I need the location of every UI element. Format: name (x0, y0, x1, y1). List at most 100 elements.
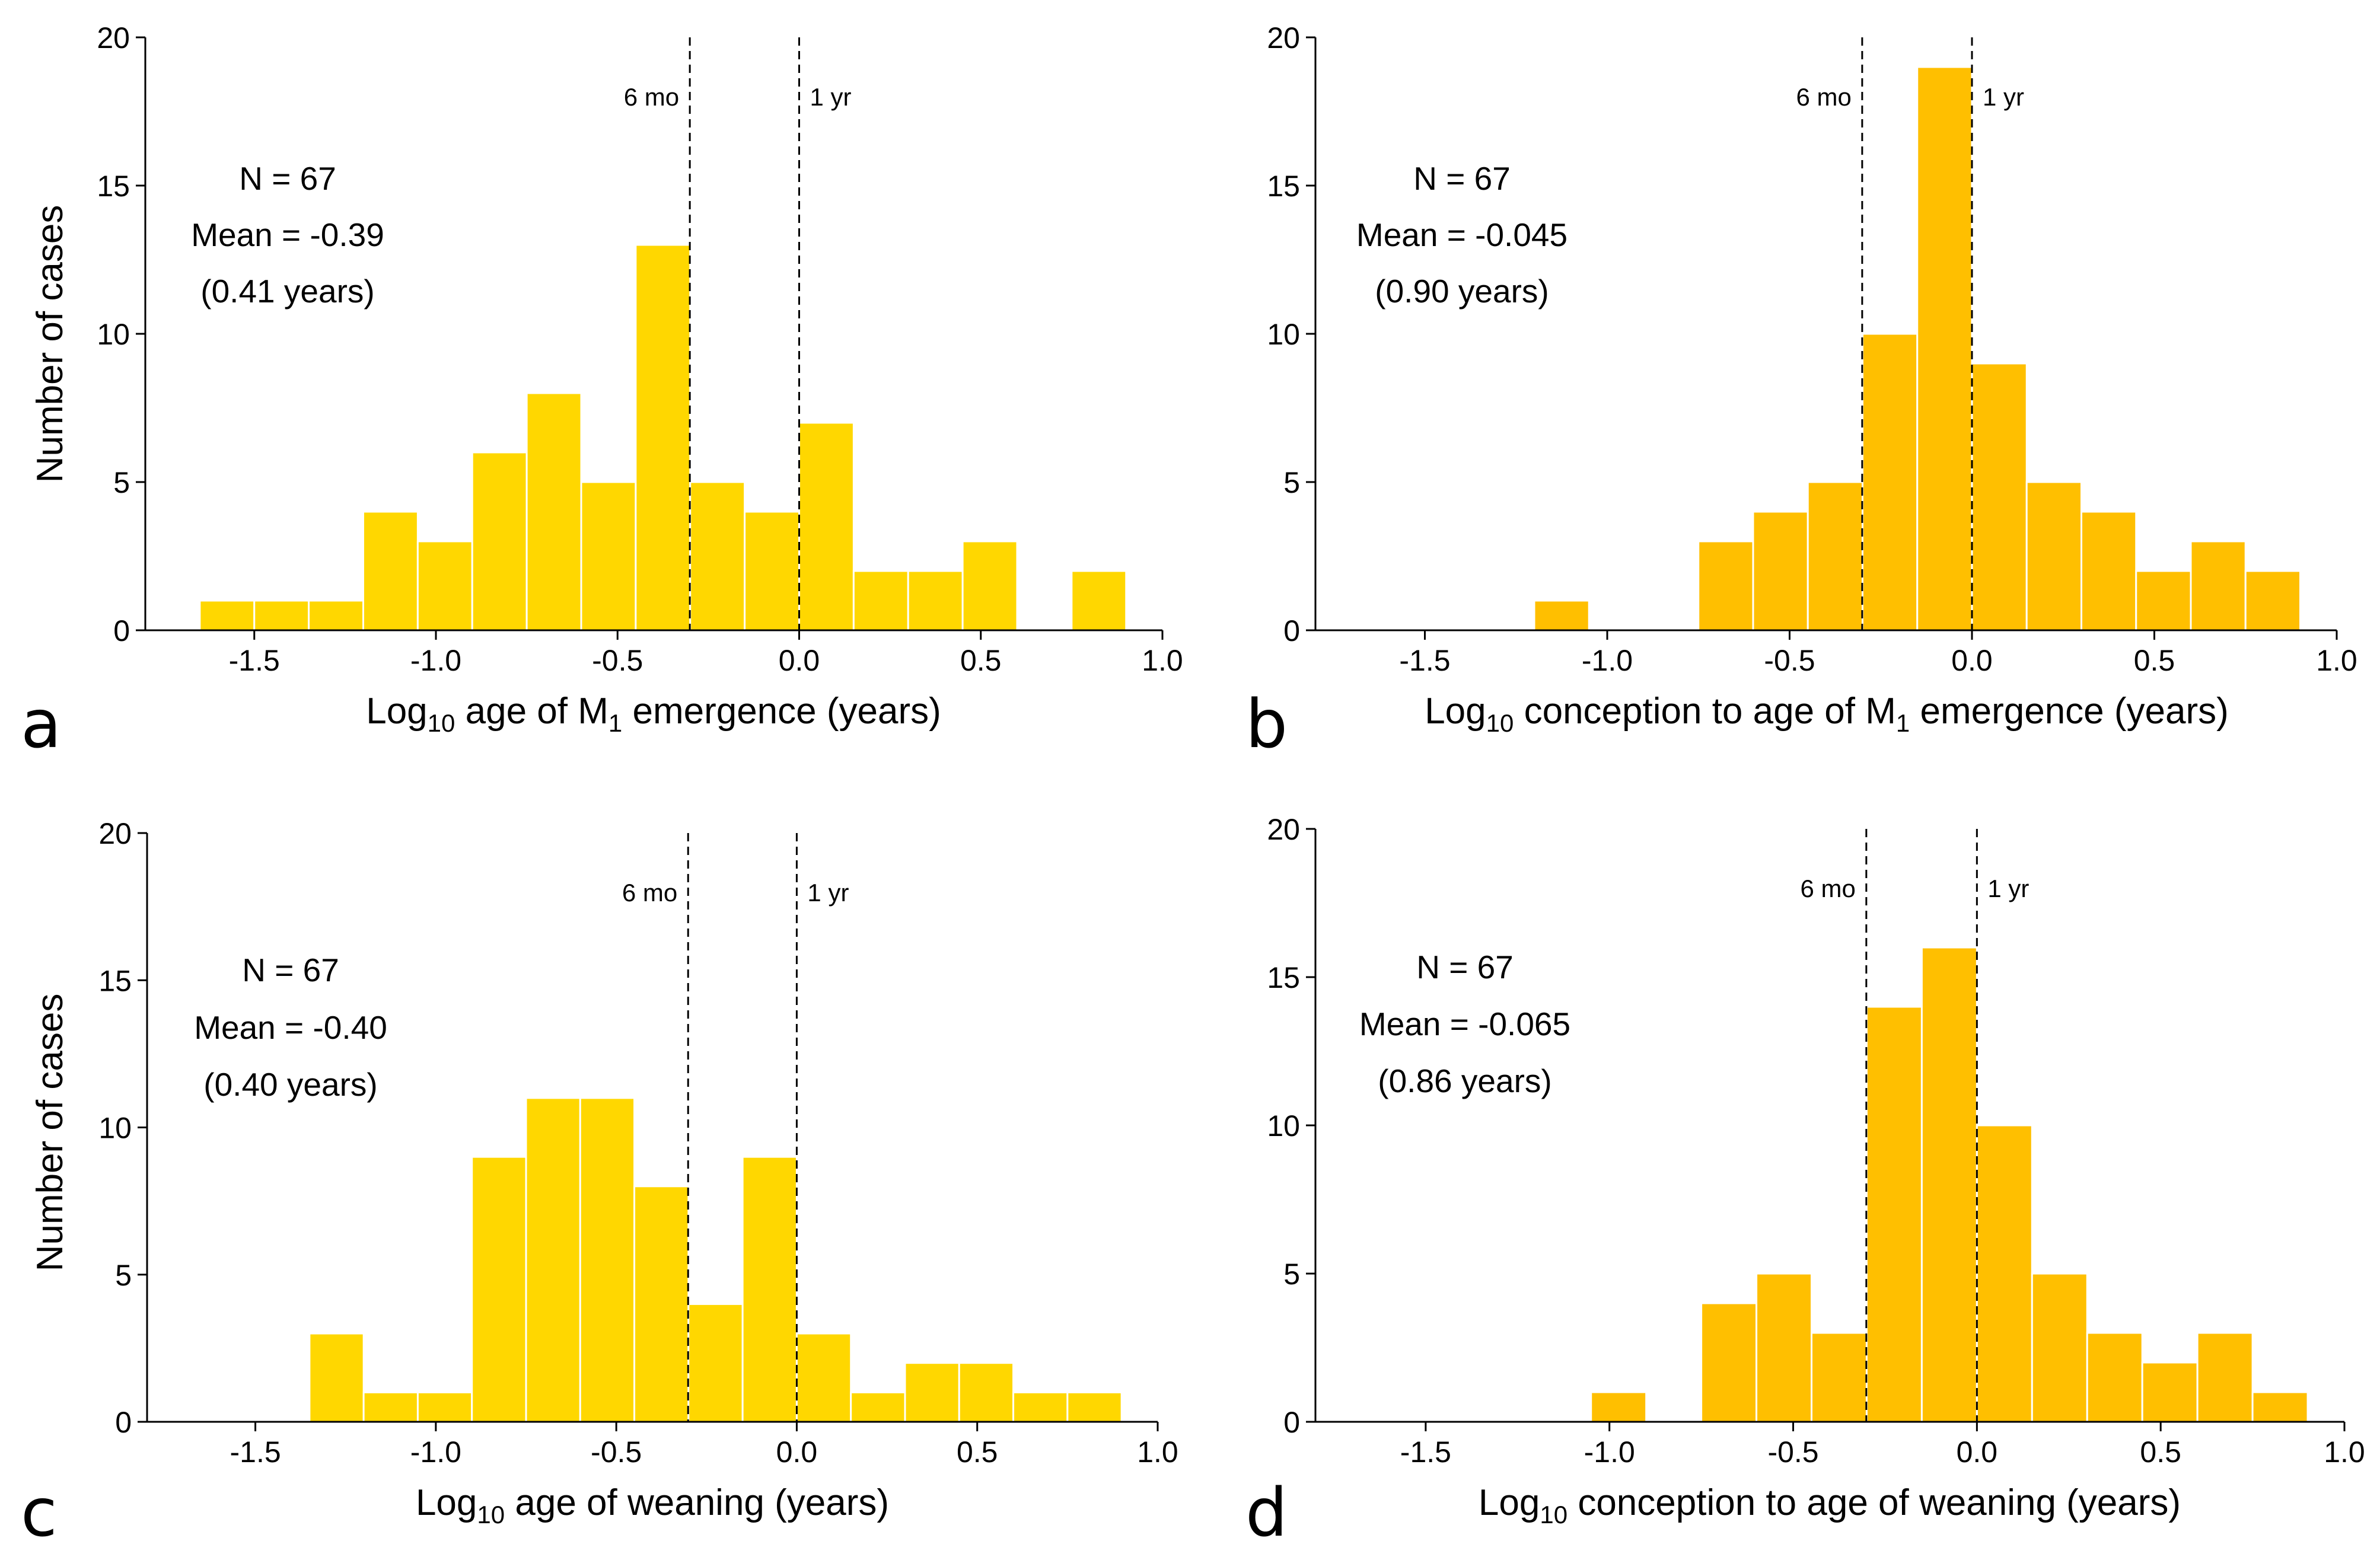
x-axis-title: Log10 conception to age of M1 emergence … (1425, 691, 2229, 737)
stat-annotation: Mean = -0.39 (191, 216, 384, 253)
stat-annotation: Mean = -0.065 (1359, 1006, 1570, 1042)
x-tick-label: -1.5 (229, 644, 280, 677)
histogram-bar (1811, 1332, 1868, 1423)
histogram-bar (904, 1362, 960, 1423)
histogram-bar (1070, 570, 1127, 631)
histogram-bar (2025, 481, 2082, 631)
reference-line-label: 6 mo (622, 879, 677, 907)
y-tick-label: 10 (98, 1112, 132, 1145)
x-tick-label: 1.0 (1142, 644, 1183, 677)
y-tick-label: 15 (1267, 961, 1300, 994)
axis-title-subscript: 10 (1540, 1501, 1567, 1529)
histogram-bar (199, 599, 256, 631)
histogram-bar (2031, 1272, 2088, 1423)
y-tick-label: 10 (97, 318, 130, 351)
histogram-bar (1865, 1006, 1923, 1423)
histogram-bar (1012, 1391, 1069, 1423)
stat-annotation: (0.41 years) (200, 273, 374, 310)
histogram-bar (525, 1097, 581, 1423)
x-tick-label: -1.5 (1400, 1435, 1451, 1469)
y-tick-label: 20 (1267, 21, 1300, 55)
stat-annotation: (0.86 years) (1378, 1063, 1551, 1099)
y-tick-label: 15 (98, 964, 132, 997)
x-tick-label: -1.0 (1582, 644, 1633, 677)
reference-line-label: 1 yr (810, 83, 852, 111)
stat-annotation: (0.90 years) (1375, 273, 1549, 310)
histogram-bar (1862, 333, 1919, 631)
reference-line-label: 1 yr (1987, 875, 2029, 902)
y-tick-label: 10 (1267, 318, 1300, 351)
histogram-bar (1920, 946, 1978, 1423)
y-tick-label: 0 (113, 614, 130, 647)
panel-letter: b (1245, 686, 1288, 763)
x-tick-label: 0.5 (2134, 644, 2175, 677)
histogram-bar (525, 392, 582, 631)
histogram-bar (1971, 362, 2028, 631)
y-tick-label: 0 (1283, 1406, 1300, 1439)
histogram-bar (633, 1185, 690, 1423)
x-tick-label: -1.0 (410, 644, 461, 677)
histogram-bar (635, 244, 692, 631)
axis-title-text: emergence (years) (1910, 691, 2229, 732)
histogram-bar (1976, 1124, 2033, 1423)
x-tick-label: 1.0 (2324, 1435, 2365, 1469)
histogram-bar (1806, 481, 1863, 631)
histogram-bar (471, 451, 528, 631)
reference-line-label: 1 yr (1983, 83, 2024, 111)
histogram-bar (253, 599, 310, 631)
histogram-bar (2141, 1361, 2199, 1423)
panel-letter: c (21, 1475, 58, 1552)
histogram-bar (741, 1156, 798, 1423)
histogram-bar (687, 1303, 744, 1423)
y-tick-label: 5 (1283, 466, 1300, 499)
x-tick-label: 0.0 (1957, 1435, 1998, 1469)
histogram-bar (850, 1391, 906, 1423)
x-tick-label: 0.5 (2140, 1435, 2181, 1469)
x-tick-label: -1.5 (230, 1435, 281, 1469)
histogram-bar (362, 511, 419, 631)
y-tick-label: 20 (1267, 813, 1300, 846)
panel-a: 0 5 10 15 20 -1.5 -1.0 -0.5 0.0 0.5 1.0 6 mo 1 yr N =… (21, 21, 1183, 763)
histogram-bar (852, 570, 909, 631)
axis-title-text: Log (366, 691, 427, 732)
x-axis-title: Log10 conception to age of weaning (year… (1479, 1482, 2181, 1529)
axis-title-text: conception to age of M (1514, 691, 1896, 732)
panel-c: 0 5 10 15 20 -1.5 -1.0 -0.5 0.0 0.5 1.0 6 mo 1 yr N =… (21, 817, 1178, 1552)
histogram-bar (579, 1097, 636, 1423)
x-tick-label: -0.5 (1767, 1435, 1818, 1469)
x-tick-label: -0.5 (1764, 644, 1815, 677)
axis-title-text: Log (1425, 691, 1486, 732)
axis-title-text: conception to age of weaning (years) (1567, 1482, 2181, 1523)
y-tick-label: 15 (1267, 170, 1300, 203)
stat-annotation: N = 67 (1416, 949, 1514, 985)
x-tick-label: 1.0 (1137, 1435, 1178, 1469)
histogram-bar (689, 481, 746, 631)
axis-title-text: age of M (455, 691, 608, 732)
x-tick-label: -0.5 (592, 644, 643, 677)
stat-annotation: Mean = -0.045 (1356, 216, 1567, 253)
histogram-bar (961, 540, 1018, 631)
x-tick-label: 1.0 (2316, 644, 2357, 677)
stat-annotation: Mean = -0.40 (194, 1009, 387, 1046)
x-tick-label: 0.0 (776, 1435, 818, 1469)
x-tick-label: -1.0 (410, 1435, 461, 1469)
axis-title-subscript: 10 (1486, 709, 1514, 737)
histogram-bar (2086, 1332, 2143, 1423)
histogram-bar (744, 511, 800, 631)
panel-letter: a (21, 686, 62, 763)
x-tick-label: 0.0 (1951, 644, 1993, 677)
y-tick-label: 5 (115, 1259, 132, 1292)
histogram-bar (1916, 66, 1973, 631)
x-axis-title: Log10 age of M1 emergence (years) (366, 691, 941, 737)
axis-title-text: Log (416, 1482, 477, 1523)
histogram-bar (798, 422, 855, 631)
y-axis-title: Number of cases (30, 205, 71, 483)
reference-line-label: 1 yr (807, 879, 849, 907)
reference-line-label: 6 mo (1800, 875, 1855, 902)
stat-annotation: (0.40 years) (203, 1066, 377, 1103)
histogram-bar (416, 540, 473, 631)
histogram-bar (580, 481, 637, 631)
axis-title-subscript: 10 (428, 709, 455, 737)
y-tick-label: 10 (1267, 1109, 1300, 1143)
stat-annotation: N = 67 (1413, 160, 1511, 197)
